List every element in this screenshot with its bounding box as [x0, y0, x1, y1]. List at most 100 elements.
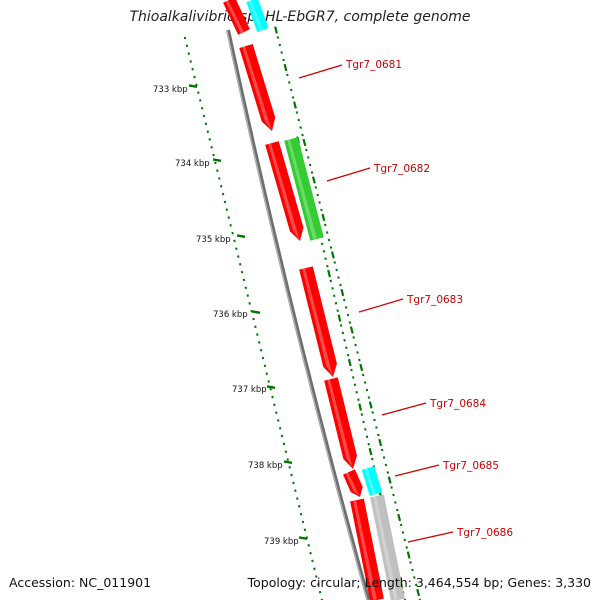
- ruler-minor-tick: [361, 373, 365, 377]
- ruler-major-tick: [368, 401, 373, 409]
- ruler-minor-tick: [414, 583, 418, 587]
- gene-label[interactable]: Tgr7_0685: [442, 460, 499, 472]
- ruler-major-tick: [293, 101, 297, 109]
- ruler-major-tick: [387, 476, 392, 484]
- ruler-minor-tick: [187, 52, 191, 55]
- ruler-minor-tick: [348, 321, 352, 324]
- ruler-minor-tick: [390, 486, 393, 489]
- gene-leader-line: [358, 298, 404, 313]
- ruler-major-tick: [311, 176, 316, 184]
- ruler-minor-tick: [301, 133, 304, 137]
- ruler-minor-tick: [202, 114, 206, 118]
- ruler-minor-tick: [396, 508, 399, 512]
- ruler-minor-tick: [265, 372, 269, 375]
- ruler-major-tick: [274, 26, 278, 34]
- gene-label[interactable]: Tgr7_0682: [373, 163, 430, 175]
- gene-label[interactable]: Tgr7_0683: [406, 294, 463, 306]
- genome-backbone: [226, 29, 371, 600]
- ruler-minor-tick: [269, 387, 272, 391]
- scale-tick-label: 733 kbp: [153, 85, 188, 95]
- ruler-minor-tick: [386, 471, 390, 474]
- ruler-minor-tick: [356, 351, 359, 354]
- ruler-minor-tick: [297, 505, 301, 508]
- ruler-minor-tick: [405, 546, 408, 549]
- scale-major-tick: [298, 536, 308, 540]
- ruler-minor-tick: [289, 88, 293, 92]
- backbone-layer: [226, 29, 371, 600]
- ruler-minor-tick: [301, 520, 305, 524]
- ruler-minor-tick: [193, 75, 196, 79]
- ruler-minor-tick: [295, 111, 299, 114]
- ruler-minor-tick: [273, 403, 276, 407]
- ruler-minor-tick: [291, 96, 295, 99]
- gene-label[interactable]: Tgr7_0686: [456, 527, 513, 539]
- ruler-minor-tick: [210, 145, 213, 149]
- inner-scale-track: [183, 36, 324, 600]
- ruler-minor-tick: [191, 67, 194, 71]
- ruler-minor-tick: [259, 348, 263, 352]
- ruler-minor-tick: [344, 306, 348, 309]
- gene-arrow-body: [299, 266, 337, 377]
- scale-rulers: [183, 26, 422, 600]
- gene-arrow-shine: [373, 496, 398, 600]
- ruler-minor-tick: [185, 44, 189, 48]
- ruler-minor-tick: [335, 268, 338, 272]
- scale-major-tick: [251, 310, 261, 314]
- gene-arrow-body: [370, 494, 405, 600]
- scale-tick-label: 737 kbp: [232, 385, 267, 395]
- gene-arrow-shine: [287, 139, 317, 240]
- ruler-major-tick: [349, 326, 354, 334]
- backbone-highlight: [226, 29, 368, 600]
- ruler-minor-tick: [233, 239, 236, 243]
- ruler-minor-tick: [240, 270, 244, 274]
- ruler-minor-tick: [189, 60, 192, 63]
- ruler-minor-tick: [248, 302, 251, 305]
- gene-arrow-shine: [353, 500, 377, 600]
- gene-arrow-body: [343, 469, 363, 497]
- ruler-minor-tick: [288, 81, 291, 84]
- ruler-minor-tick: [231, 231, 234, 235]
- ruler-minor-tick: [316, 193, 319, 197]
- gene-leader-line: [298, 64, 343, 79]
- gene-leader-line: [326, 167, 371, 182]
- ruler-minor-tick: [237, 255, 240, 258]
- gene-arrow-body: [350, 498, 384, 600]
- ruler-minor-tick: [221, 192, 225, 196]
- ruler-minor-tick: [286, 73, 289, 77]
- ruler-minor-tick: [384, 463, 388, 467]
- ruler-major-tick: [359, 363, 364, 372]
- ruler-minor-tick: [198, 99, 202, 102]
- ruler-minor-tick: [271, 395, 274, 399]
- gene-arrow-shine: [248, 0, 263, 32]
- gene-arrow-shine: [268, 143, 300, 241]
- ruler-major-tick: [416, 588, 421, 597]
- ruler-minor-tick: [358, 358, 361, 362]
- scale-major-tick: [266, 385, 276, 389]
- scale-major-tick: [236, 234, 246, 238]
- ruler-minor-tick: [208, 138, 211, 141]
- gene-arrow-tgr7-0686: [350, 498, 384, 600]
- ruler-minor-tick: [329, 246, 333, 249]
- scale-tick-label: 736 kbp: [213, 310, 248, 320]
- ruler-minor-tick: [261, 356, 265, 360]
- gene-arrow-body: [265, 141, 304, 241]
- ruler-minor-tick: [254, 325, 257, 329]
- ruler-minor-tick: [183, 36, 187, 40]
- ruler-minor-tick: [377, 433, 380, 437]
- gene-label[interactable]: Tgr7_0684: [429, 398, 486, 410]
- ruler-minor-tick: [212, 153, 215, 157]
- gene-arrow-tgr7-0686-grey: [370, 494, 405, 600]
- scale-tick-label: 738 kbp: [248, 461, 283, 471]
- gene-label[interactable]: Tgr7_0681: [345, 59, 402, 71]
- ruler-minor-tick: [252, 317, 255, 321]
- outer-track-near: [274, 26, 422, 600]
- ruler-minor-tick: [316, 583, 320, 586]
- ruler-minor-tick: [297, 118, 300, 122]
- ruler-major-tick: [321, 213, 326, 222]
- ruler-minor-tick: [263, 364, 267, 368]
- ruler-minor-tick: [286, 458, 289, 461]
- gene-arrow-tgr7-0685: [343, 469, 363, 497]
- ruler-minor-tick: [375, 426, 378, 429]
- ruler-minor-tick: [392, 493, 395, 497]
- ruler-minor-tick: [227, 216, 230, 219]
